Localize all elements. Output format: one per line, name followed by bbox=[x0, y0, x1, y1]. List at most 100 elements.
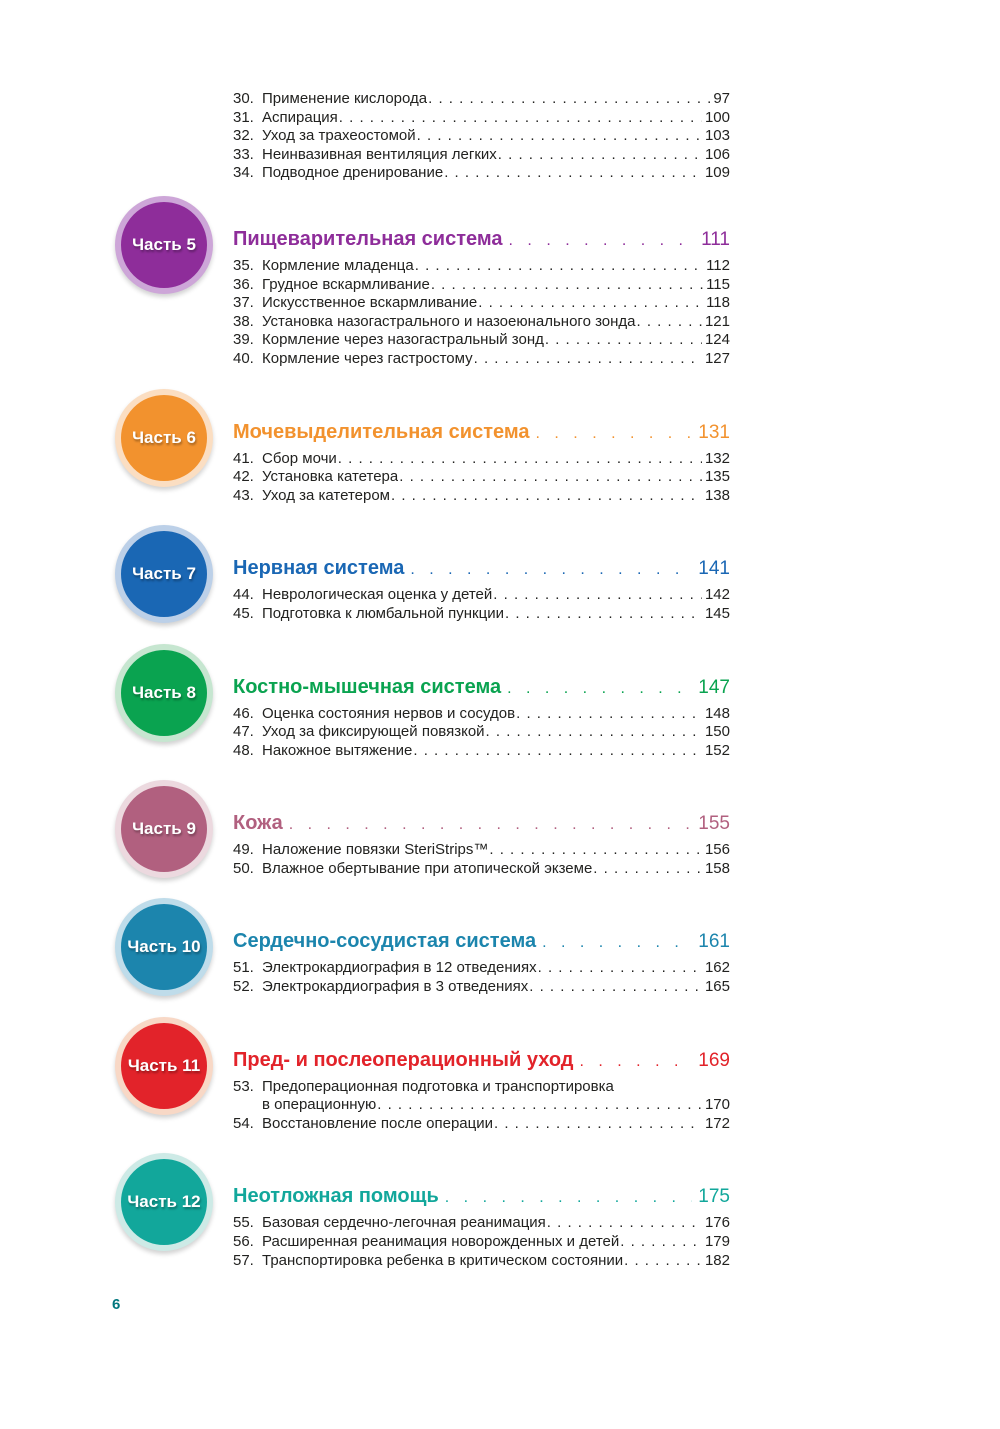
toc-item-number: 44. bbox=[233, 586, 254, 604]
toc-item: 40. Кормление через гастростому 127 bbox=[233, 350, 730, 369]
toc-item-page: 152 bbox=[704, 741, 730, 759]
toc-item-page: 121 bbox=[704, 312, 730, 330]
toc-section: Часть 11 Пред- и послеоперационный уход 16… bbox=[115, 1016, 730, 1134]
part-badge-label: Часть 10 bbox=[127, 937, 201, 957]
dot-leader bbox=[478, 294, 703, 313]
toc-item-page: 112 bbox=[706, 256, 730, 274]
section-items: 55. Базовая сердечно-легочная реанимация 1… bbox=[233, 1214, 730, 1270]
toc-item-title: Уход за фиксирующей повязкой bbox=[262, 723, 485, 741]
toc-item-page: 100 bbox=[704, 108, 730, 126]
dot-leader bbox=[505, 605, 702, 624]
toc-item: 56. Расширенная реанимация новорожденных … bbox=[233, 1233, 730, 1252]
toc-item: 37. Искусственное вскармливание 118 bbox=[233, 294, 730, 313]
toc-item-page: 109 bbox=[704, 164, 730, 182]
section-title: Сердечно-сосудистая система bbox=[233, 930, 537, 953]
toc-item-number: 42. bbox=[233, 468, 254, 486]
toc-section: Часть 5 Пищеварительная система 111 35. Корм… bbox=[115, 195, 730, 369]
toc-item-page: 135 bbox=[704, 468, 730, 486]
toc-item-title: Расширенная реанимация новорожденных и д… bbox=[262, 1233, 620, 1251]
toc-item-title: Кормление младенца bbox=[262, 256, 414, 274]
toc-item-number: 46. bbox=[233, 704, 254, 722]
toc-item-page: 145 bbox=[704, 604, 730, 622]
toc-item-page: 103 bbox=[704, 127, 730, 145]
section-page: 161 bbox=[698, 931, 730, 953]
toc-item-title: Накожное вытяжение bbox=[262, 741, 413, 759]
section-items: 53. Предоперационная подготовка и транспо… bbox=[233, 1078, 730, 1134]
toc-item-page: 170 bbox=[704, 1096, 730, 1114]
part-badge-label: Часть 9 bbox=[132, 819, 196, 839]
toc-item-page: 172 bbox=[704, 1114, 730, 1132]
section-heading: Мочевыделительная система 131 bbox=[233, 420, 730, 446]
section-heading: Нервная система 141 bbox=[233, 556, 730, 582]
toc-item: 35. Кормление младенца 112 bbox=[233, 257, 730, 276]
part-badge: Часть 6 bbox=[115, 388, 213, 487]
toc-item-number: 37. bbox=[233, 294, 254, 312]
toc-item: 47. Уход за фиксирующей повязкой 150 bbox=[233, 723, 730, 742]
section-page: 169 bbox=[698, 1049, 730, 1071]
toc-item: 31. Аспирация 100 bbox=[233, 109, 730, 128]
section-title: Пищеварительная система bbox=[233, 227, 503, 250]
part-badge-label: Часть 7 bbox=[132, 564, 196, 584]
dot-leader bbox=[542, 931, 692, 955]
section-title: Кожа bbox=[233, 812, 283, 835]
section-heading: Сердечно-сосудистая система 161 bbox=[233, 929, 730, 955]
toc-item-number: 34. bbox=[233, 164, 254, 182]
dot-leader bbox=[620, 1233, 702, 1252]
toc-item: 41. Сбор мочи 132 bbox=[233, 450, 730, 469]
section-title: Пред- и послеоперационный уход bbox=[233, 1048, 574, 1071]
dot-leader bbox=[399, 468, 702, 487]
toc-item-title: Установка катетера bbox=[262, 468, 399, 486]
toc-item-page: 182 bbox=[704, 1251, 730, 1269]
section-page: 141 bbox=[698, 558, 730, 580]
dot-leader bbox=[391, 487, 702, 506]
toc-item: 54. Восстановление после операции 172 bbox=[233, 1115, 730, 1134]
toc-item-number: 43. bbox=[233, 486, 254, 504]
toc-item-page: 156 bbox=[704, 841, 730, 859]
toc-item-title: Наложение повязки SteriStrips™ bbox=[262, 841, 489, 859]
dot-leader bbox=[417, 127, 702, 146]
dot-leader bbox=[338, 450, 702, 469]
toc-item: 30. Применение кислорода 97 bbox=[233, 90, 730, 109]
toc-item-number: 49. bbox=[233, 841, 254, 859]
toc-item-number: 41. bbox=[233, 449, 254, 467]
section-page: 155 bbox=[698, 813, 730, 835]
toc-item-number: 48. bbox=[233, 741, 254, 759]
toc-section: Часть 9 Кожа 155 49. Наложение повязки Steri… bbox=[115, 780, 730, 879]
toc-item-number: 57. bbox=[233, 1251, 254, 1269]
part-badge: Часть 10 bbox=[115, 898, 213, 997]
section-page: 131 bbox=[698, 421, 730, 443]
part-badge-label: Часть 5 bbox=[132, 234, 196, 254]
part-badge-label: Часть 6 bbox=[132, 427, 196, 447]
dot-leader bbox=[377, 1096, 702, 1115]
dot-leader bbox=[289, 813, 693, 837]
toc-item: 53. Предоперационная подготовка и транспо… bbox=[233, 1078, 730, 1097]
toc-item: 49. Наложение повязки SteriStrips™ 156 bbox=[233, 841, 730, 860]
dot-leader bbox=[444, 164, 702, 183]
section-title: Неотложная помощь bbox=[233, 1185, 439, 1208]
toc-item-title: Неинвазивная вентиляция легких bbox=[262, 145, 497, 163]
toc-item-number: 31. bbox=[233, 108, 254, 126]
dot-leader bbox=[538, 959, 702, 978]
toc-item-page: 165 bbox=[704, 978, 730, 996]
section-items: 46.Оценка состояния нервов и сосудов1484… bbox=[233, 705, 730, 761]
section-items: 41.Сбор мочи13242. Установка катетера 135 4… bbox=[233, 450, 730, 506]
toc-item: 57. Транспортировка ребенка в критическом… bbox=[233, 1252, 730, 1271]
section-page: 111 bbox=[701, 228, 730, 250]
dot-leader bbox=[624, 1252, 702, 1271]
toc-item-number: 30. bbox=[233, 90, 254, 107]
part-badge: Часть 7 bbox=[115, 525, 213, 624]
toc-item-page: 132 bbox=[704, 449, 730, 467]
toc-item-number: 50. bbox=[233, 859, 254, 877]
dot-leader bbox=[507, 677, 692, 701]
toc-item-title: Установка назогастрального и назоеюнальн… bbox=[262, 312, 636, 330]
toc-item: 33. Неинвазивная вентиляция легких 106 bbox=[233, 146, 730, 165]
dot-leader bbox=[509, 229, 696, 253]
toc-item: 52. Электрокардиография в 3 отведениях 165 bbox=[233, 978, 730, 997]
toc-item-title: Предоперационная подготовка и транспорти… bbox=[262, 1077, 614, 1095]
toc-item-title: Применение кислорода bbox=[262, 90, 428, 107]
toc-item-title: Искусственное вскармливание bbox=[262, 294, 478, 312]
toc-item-number: 54. bbox=[233, 1114, 254, 1132]
toc: 30. Применение кислорода 97 31. Аспирация 100… bbox=[115, 90, 730, 1270]
toc-item-title: Влажное обертывание при атопической экзе… bbox=[262, 859, 593, 877]
toc-item-title: Уход за катетером bbox=[262, 486, 390, 504]
